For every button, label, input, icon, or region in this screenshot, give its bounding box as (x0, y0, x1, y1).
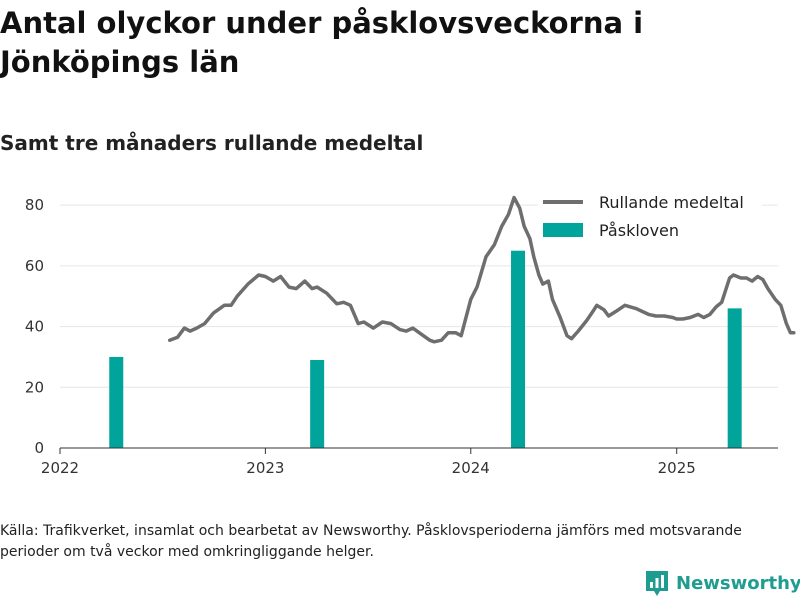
y-tick-label: 80 (25, 196, 44, 214)
y-tick-label: 20 (25, 378, 44, 396)
y-tick-label: 60 (25, 257, 44, 275)
legend-background (538, 188, 762, 248)
legend: Rullande medeltal Påskloven (538, 188, 762, 248)
source-note: Källa: Trafikverket, insamlat och bearbe… (0, 523, 742, 560)
legend-bar-swatch (543, 223, 583, 237)
bar (727, 308, 742, 448)
legend-label-bar: Påskloven (599, 221, 679, 240)
x-tick-label: 2024 (452, 459, 490, 477)
x-tick-label: 2023 (246, 459, 284, 477)
chart-subtitle: Samt tre månaders rullande medeltal (0, 131, 424, 155)
x-tick-label: 2025 (658, 459, 696, 477)
axes: 0 20 40 60 80 2022 2023 2024 2025 (25, 196, 778, 477)
newsworthy-logo-icon (646, 571, 668, 596)
bar-series (109, 250, 742, 448)
line-series (167, 195, 796, 344)
brand-name: Newsworthy (676, 572, 800, 594)
y-tick-label: 0 (34, 439, 44, 457)
rolling-average-line (167, 195, 796, 344)
bar (310, 359, 325, 448)
x-tick-label: 2022 (41, 459, 79, 477)
chart-area: 0 20 40 60 80 2022 2023 2024 2025 Rullande medel… (25, 188, 796, 477)
brand: Newsworthy (644, 569, 800, 597)
y-tick-label: 40 (25, 318, 44, 336)
legend-label-line: Rullande medeltal (599, 193, 744, 212)
bar (511, 250, 526, 448)
bar (109, 356, 124, 448)
chart-title: Antal olyckor under påsklovsveckorna i J… (0, 6, 644, 79)
